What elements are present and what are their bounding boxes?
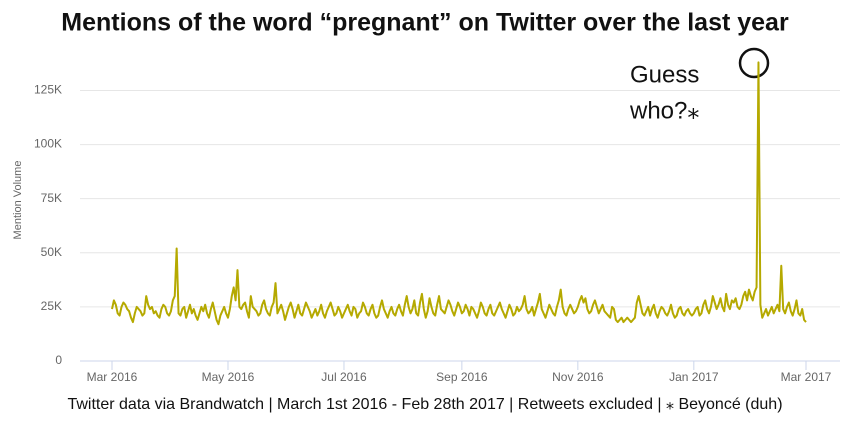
x-tick-label: Jan 2017 (669, 370, 719, 384)
x-tick-label: Sep 2016 (436, 370, 488, 384)
y-tick-label: 100K (34, 137, 62, 151)
x-tick-label: Jul 2016 (321, 370, 367, 384)
x-tick-label: Mar 2017 (781, 370, 832, 384)
x-tick-label: Mar 2016 (87, 370, 138, 384)
y-axis-label: Mention Volume (12, 161, 24, 240)
data-line (111, 61, 807, 326)
y-tick-label: 125K (34, 83, 62, 97)
y-tick-label: 25K (41, 299, 62, 313)
footer: Twitter data via Brandwatch | March 1st … (67, 396, 782, 413)
x-tick-label: May 2016 (202, 370, 255, 384)
y-tick-label: 50K (41, 245, 62, 259)
annotation: Guess (630, 61, 699, 88)
annotation: who?⁎ (629, 97, 699, 124)
y-tick-label: 0 (55, 353, 62, 367)
annotation-circle (738, 47, 770, 79)
y-tick-label: 75K (41, 191, 62, 205)
chart-title: Mentions of the word “pregnant” on Twitt… (61, 9, 789, 37)
x-tick-label: Nov 2016 (552, 370, 604, 384)
